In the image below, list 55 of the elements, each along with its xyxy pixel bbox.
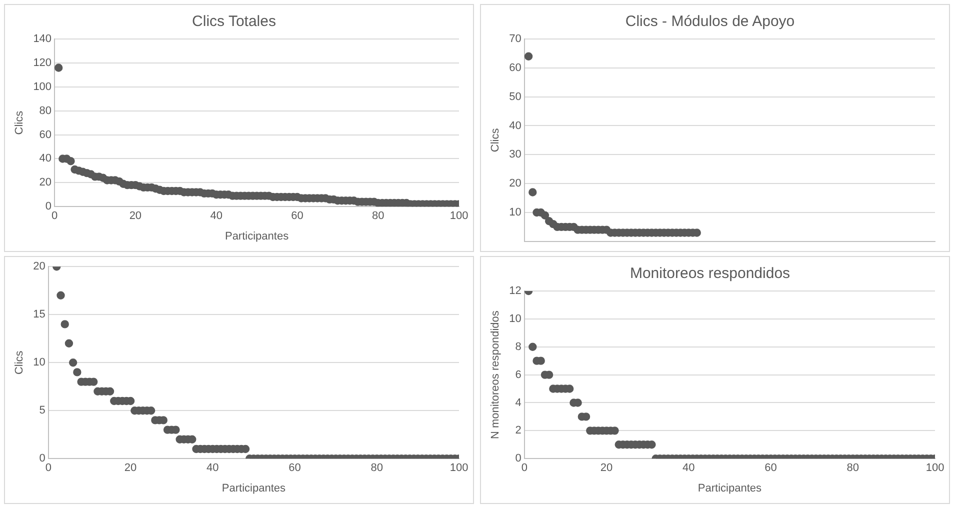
x-tick-label: 60 bbox=[291, 210, 304, 222]
y-axis-title: Clics bbox=[14, 110, 26, 135]
y-tick-label: 6 bbox=[515, 368, 522, 381]
y-axis-title: Clics bbox=[14, 350, 26, 375]
x-tick-label: 100 bbox=[450, 210, 468, 222]
x-tick-label: 100 bbox=[450, 462, 468, 474]
y-tick-label: 80 bbox=[39, 104, 52, 117]
y-tick-label: 120 bbox=[33, 56, 52, 69]
x-axis-title: Participantes bbox=[224, 230, 290, 242]
y-tick-label: 10 bbox=[509, 206, 522, 219]
y-tick-label: 30 bbox=[509, 148, 522, 161]
y-tick-label: 2 bbox=[515, 424, 522, 437]
y-tick-label: 50 bbox=[509, 90, 522, 103]
y-tick-label: 0 bbox=[515, 452, 522, 465]
x-tick-label: 20 bbox=[129, 210, 142, 222]
x-tick-label: 100 bbox=[926, 462, 944, 474]
chart-title: Monitoreos respondidos bbox=[630, 265, 790, 282]
x-tick-label: 20 bbox=[124, 462, 137, 474]
y-tick-label: 10 bbox=[509, 312, 522, 325]
y-tick-label: 60 bbox=[509, 62, 522, 74]
x-tick-label: 40 bbox=[682, 462, 695, 474]
y-tick-label: 15 bbox=[33, 308, 46, 321]
y-tick-label: 5 bbox=[39, 404, 46, 417]
x-axis-title: Participantes bbox=[698, 482, 762, 494]
y-tick-label: 20 bbox=[509, 178, 522, 190]
y-tick-label: 10 bbox=[33, 356, 46, 369]
y-tick-label: 60 bbox=[39, 128, 52, 141]
y-tick-label: 4 bbox=[515, 396, 522, 409]
x-tick-label: 80 bbox=[846, 462, 860, 474]
point bbox=[540, 211, 550, 220]
y-tick-label: 40 bbox=[39, 152, 52, 165]
y-tick-label: 0 bbox=[39, 452, 46, 465]
point bbox=[524, 52, 533, 60]
y-tick-label: 8 bbox=[515, 340, 522, 353]
x-tick-label: 60 bbox=[288, 462, 301, 474]
y-tick-label: 20 bbox=[39, 176, 52, 189]
x-tick-label: 80 bbox=[372, 210, 384, 222]
x-tick-label: 80 bbox=[370, 462, 384, 474]
chart-title: Clics Totales bbox=[192, 13, 276, 30]
chart-title: Clics - Módulos de Apoyo bbox=[625, 13, 795, 30]
y-tick-label: 70 bbox=[509, 33, 522, 46]
y-tick-label: 0 bbox=[45, 200, 52, 213]
y-axis-title: Clics bbox=[490, 128, 502, 152]
y-tick-label: 12 bbox=[509, 285, 522, 298]
y-axis-title: N monitoreos respondidos bbox=[490, 310, 502, 440]
x-tick-label: 20 bbox=[600, 462, 613, 474]
point bbox=[528, 188, 537, 196]
y-tick-label: 100 bbox=[33, 80, 52, 93]
x-tick-label: 40 bbox=[206, 462, 219, 474]
y-tick-label: 40 bbox=[509, 120, 522, 132]
y-tick-label: 20 bbox=[33, 260, 46, 273]
x-tick-label: 60 bbox=[764, 462, 777, 474]
x-axis-title: Participantes bbox=[222, 482, 286, 494]
y-tick-label: 140 bbox=[33, 33, 52, 46]
x-tick-label: 40 bbox=[210, 210, 222, 222]
